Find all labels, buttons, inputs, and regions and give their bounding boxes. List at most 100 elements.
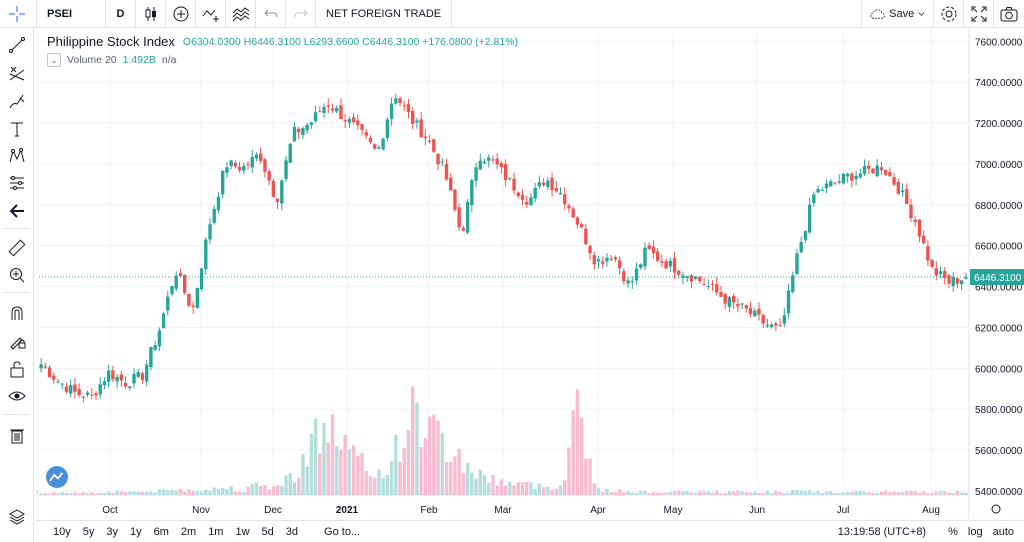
volume-bar [588,458,592,495]
log-toggle[interactable]: log [967,525,983,538]
candle-body [242,165,246,171]
volume-bar [592,483,596,495]
scroll-left-icon[interactable]: ‹ [36,486,39,496]
interval-button[interactable]: D [106,0,136,28]
redo-icon[interactable] [286,0,316,28]
fullscreen-icon[interactable] [964,0,994,28]
candle-body [727,297,732,307]
collapse-chevron-icon[interactable]: ⌄ [47,53,61,67]
volume-bar [81,492,86,495]
volume-bar [98,492,102,495]
range-6m[interactable]: 6m [153,525,169,538]
range-3y[interactable]: 3y [106,525,118,538]
candle-body [816,188,820,193]
candle-body [689,275,694,282]
candle-body [563,194,567,205]
candle-body [883,170,888,175]
chart-area[interactable]: 7600.0000 7400.0000 7200.0000 7000.0000 6800… [35,29,1024,520]
pattern-icon[interactable] [5,145,29,167]
candle-body [495,158,499,165]
add-compare-icon[interactable] [166,0,196,28]
chevron-down-icon[interactable] [918,10,925,18]
crosshair-icon[interactable] [5,3,29,25]
volume-bar [356,455,360,495]
forecast-icon[interactable] [5,172,29,194]
volume-bar [651,492,656,495]
volume-bar [178,488,183,495]
range-10y[interactable]: 10y [53,525,71,538]
clock[interactable]: 13:19:58 (UTC+8) [837,525,927,538]
volume-bar [132,491,136,495]
templates-icon[interactable] [226,0,256,28]
undo-icon[interactable] [256,0,286,28]
magnet-icon[interactable] [5,302,29,324]
trash-icon[interactable] [5,424,29,446]
fib-icon[interactable] [5,62,29,84]
candle-body [579,224,584,228]
candle-body [347,119,352,123]
range-5y[interactable]: 5y [82,525,95,538]
symbol-search-button[interactable]: PSEI [36,0,106,28]
object-tree-icon[interactable] [5,506,29,528]
candle-body [622,271,626,282]
eye-icon[interactable] [5,385,29,407]
volume-bar [655,492,660,495]
save-button[interactable]: Save [862,0,934,28]
volume-bar [482,475,487,495]
volume-bar [157,489,162,495]
volume-bar [845,491,850,495]
percent-toggle[interactable]: % [948,525,958,538]
back-arrow-icon[interactable] [5,200,29,222]
brush-icon[interactable] [5,90,29,112]
volume-bar [52,492,56,495]
volume-bar [731,491,736,495]
range-1m[interactable]: 1m [208,525,224,538]
volume-bar [693,492,698,495]
tradingview-logo-icon[interactable] [46,466,68,488]
candle-body [453,189,457,210]
auto-toggle[interactable]: auto [992,525,1014,538]
candle-body [900,190,905,193]
candle-body [444,163,449,180]
range-2m[interactable]: 2m [180,525,197,538]
settings-icon[interactable] [934,0,964,28]
candles-icon[interactable] [136,0,166,28]
text-icon[interactable] [5,118,29,140]
volume-bar [406,430,411,495]
save-cloud-icon [870,8,885,19]
candle-body [351,117,356,123]
ruler-icon[interactable] [5,237,29,259]
indicators-icon[interactable] [196,0,226,28]
trendline-icon[interactable] [5,34,29,56]
candle-body [596,259,601,262]
volume-bar [427,416,432,495]
candle-body [571,208,575,218]
candle-body [195,288,200,308]
candle-body [128,386,132,388]
volume-name: Volume 20 [67,54,117,66]
toolbar-divider [4,228,30,229]
candle-body [668,260,672,267]
candle-body [829,181,833,187]
lock-icon[interactable] [5,358,29,380]
zoom-in-icon[interactable] [5,264,29,286]
candle-body [81,396,86,398]
volume-bar [47,493,52,495]
volume-bar [719,493,723,495]
volume-bar [820,492,825,495]
candle-body [297,128,301,133]
lock-drawings-icon[interactable] [5,330,29,352]
axis-settings-icon[interactable] [991,504,1001,514]
volume-bar [571,410,575,495]
price-chart[interactable]: 7600.0000 7400.0000 7200.0000 7000.0000 6800… [35,29,1024,520]
volume-bar [453,456,457,495]
main-legend: Philippine Stock Index O6304.0300 H6446.… [47,34,518,49]
volume-bar [512,485,516,495]
range-3d[interactable]: 3d [285,525,299,538]
indicator-button[interactable]: NET FOREIGN TRADE [316,0,453,28]
range-1y[interactable]: 1y [130,525,142,538]
range-5d[interactable]: 5d [261,525,274,538]
camera-icon[interactable] [994,0,1024,28]
range-1w[interactable]: 1w [235,525,250,538]
goto-button[interactable]: Go to... [324,525,361,538]
